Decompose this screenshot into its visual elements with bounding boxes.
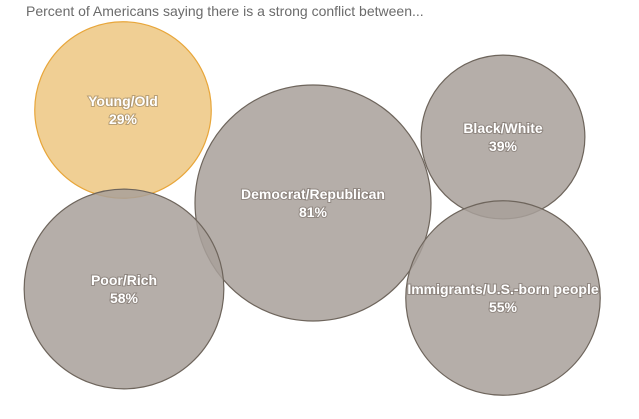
bubble-immigrants-u-s-born-people	[405, 200, 601, 396]
bubble-value: 55%	[489, 299, 518, 315]
bubble-label: Democrat/Republican	[241, 186, 385, 202]
bubble-value: 58%	[110, 290, 139, 306]
bubble-label: Poor/Rich	[91, 272, 157, 288]
bubble-label: Immigrants/U.S.-born people	[407, 281, 599, 297]
bubble-value: 81%	[299, 204, 328, 220]
bubble-poor-rich	[23, 188, 225, 390]
bubble-value: 29%	[109, 111, 138, 127]
bubble-label: Black/White	[463, 120, 543, 136]
bubble-black-white	[420, 54, 586, 220]
bubble-value: 39%	[489, 138, 518, 154]
bubble-label: Young/Old	[88, 93, 158, 109]
chart-subtitle: Percent of Americans saying there is a s…	[26, 3, 424, 19]
bubble-democrat-republican	[194, 84, 432, 322]
bubble-young-old	[34, 21, 212, 199]
